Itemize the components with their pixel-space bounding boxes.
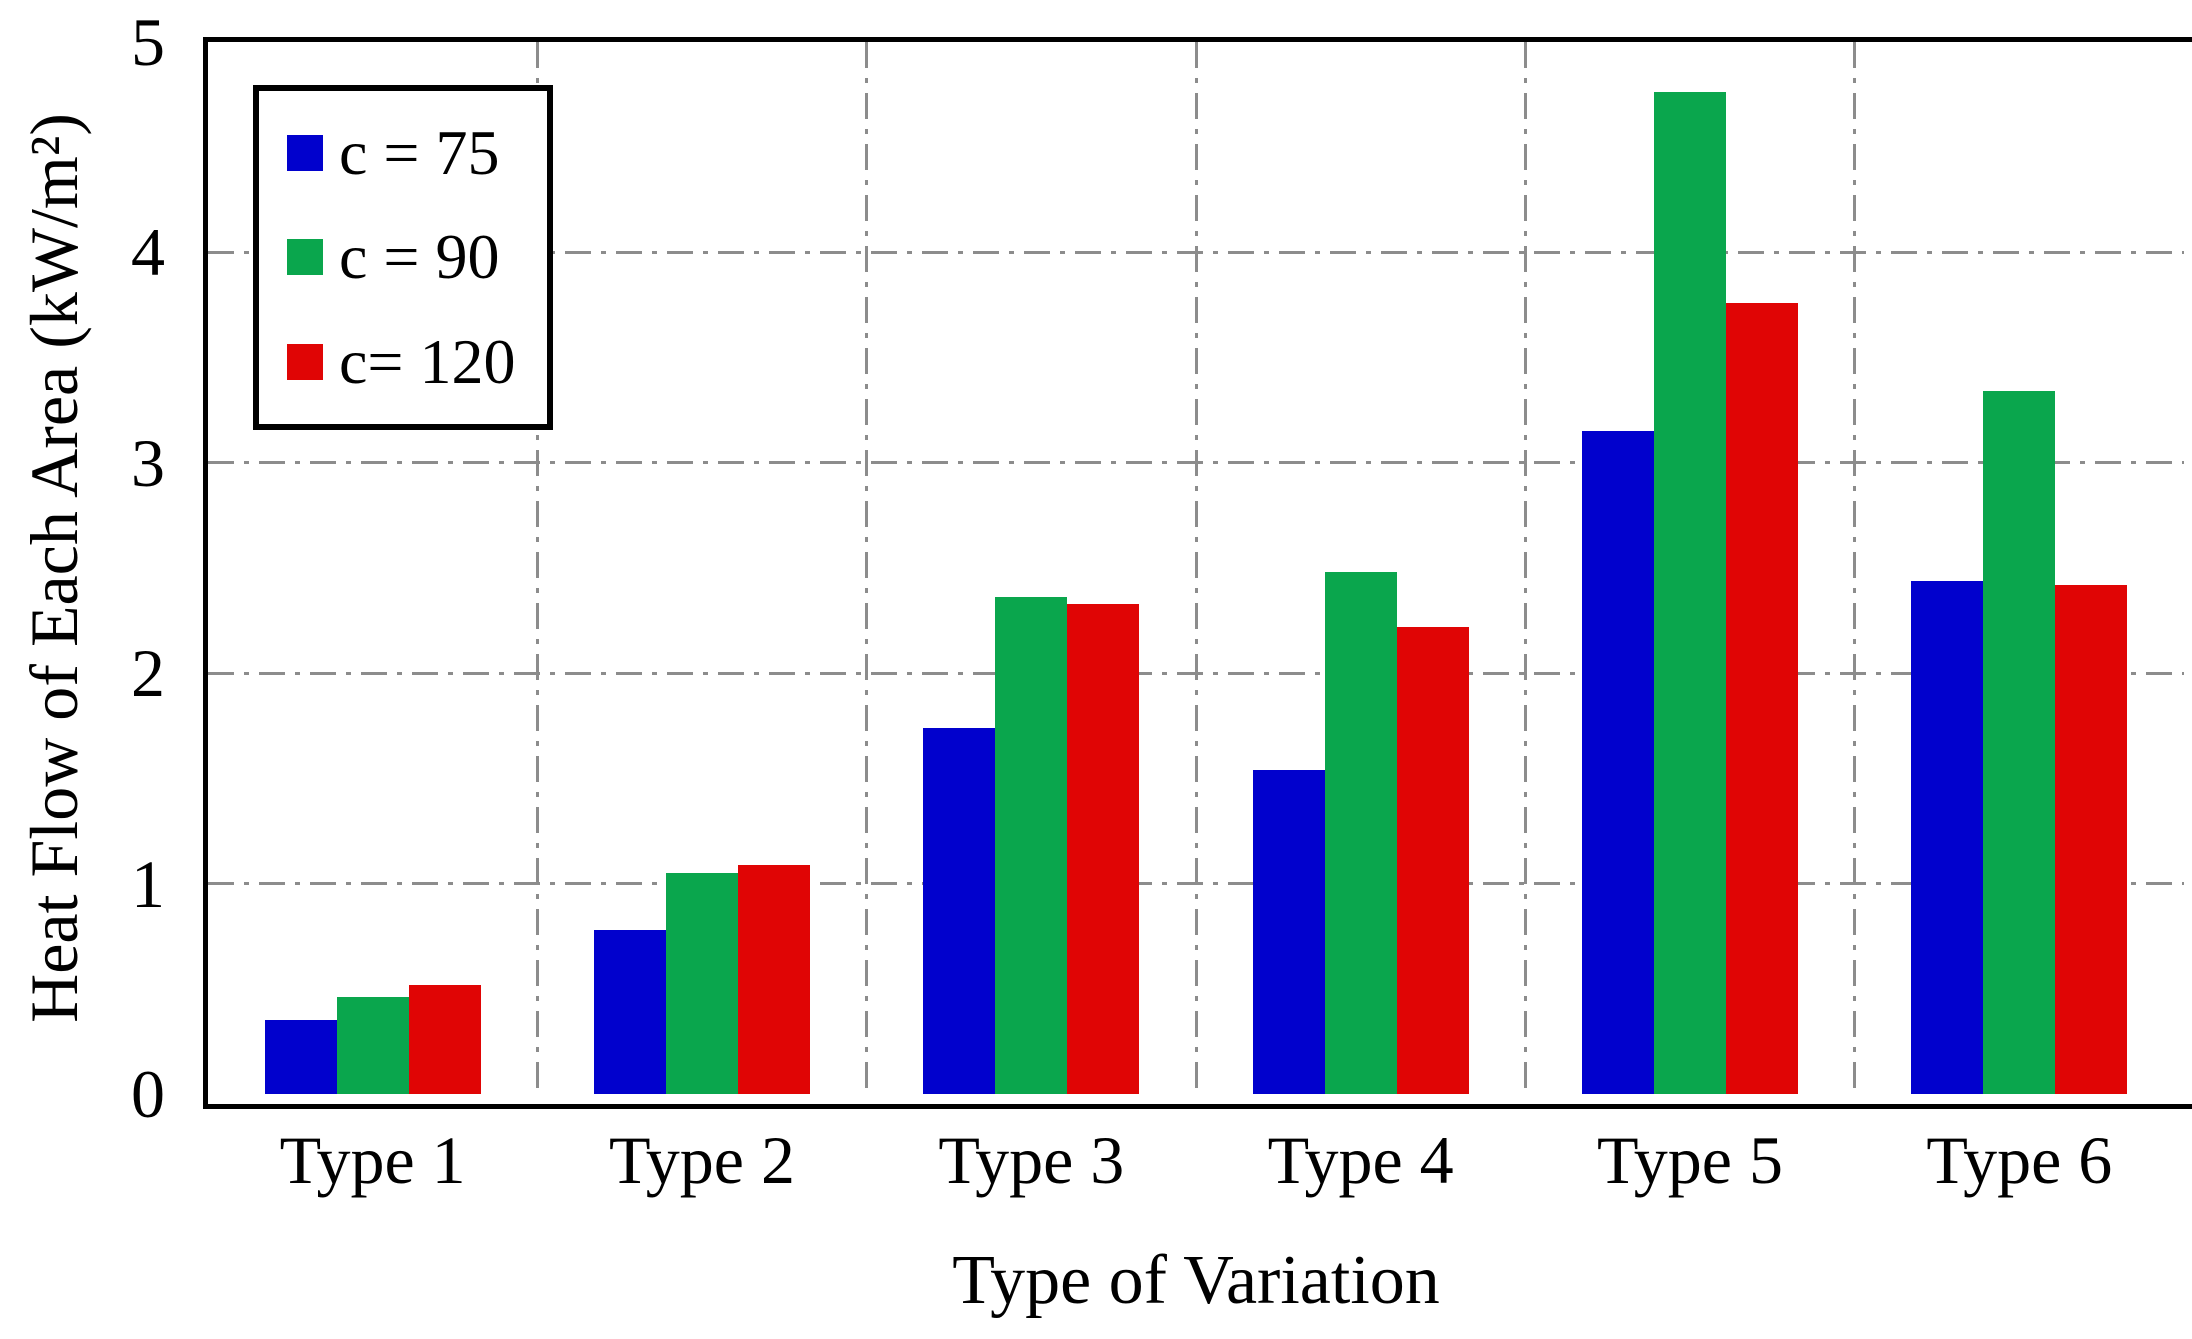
y-tick-label: 3 — [131, 424, 165, 501]
bar-type-4-series-1 — [1324, 572, 1397, 1094]
bar-type-3-series-0 — [923, 727, 996, 1094]
legend-entry: c = 90 — [287, 222, 547, 292]
legend-swatch-red-icon — [287, 343, 323, 380]
legend-swatch-blue-icon — [287, 135, 323, 172]
bar-type-6-series-2 — [2055, 584, 2128, 1094]
y-tick-label: 4 — [131, 214, 165, 291]
bar-type-2-series-0 — [594, 929, 666, 1094]
y-tick-label: 5 — [131, 4, 165, 80]
x-tick-label: Type 2 — [609, 1122, 795, 1198]
x-tick-label: Type 6 — [1926, 1122, 2113, 1198]
legend-label: c= 120 — [339, 325, 516, 397]
x-tick-label: Type 5 — [1597, 1122, 1783, 1198]
legend-entry: c = 75 — [287, 118, 547, 188]
bar-type-2-series-2 — [738, 864, 810, 1094]
gridline-vertical — [535, 42, 539, 1094]
x-axis-title: Type of Variation — [952, 1242, 1440, 1319]
y-tick-label: 2 — [131, 635, 165, 712]
bar-type-5-series-0 — [1582, 431, 1654, 1094]
legend: c = 75 c = 90 c= 120 — [253, 85, 553, 430]
bar-type-1-series-1 — [336, 997, 409, 1094]
bar-type-5-series-2 — [1726, 302, 1798, 1094]
bar-type-6-series-1 — [1983, 391, 2056, 1094]
bar-type-4-series-2 — [1396, 626, 1469, 1094]
y-tick-label: 0 — [131, 1056, 165, 1132]
bar-type-1-series-2 — [408, 984, 481, 1094]
legend-label: c = 90 — [339, 221, 500, 293]
y-tick-label: 1 — [131, 845, 165, 922]
gridline-vertical — [1194, 42, 1198, 1094]
plot-area — [203, 37, 2192, 1109]
bar-type-1-series-0 — [264, 1020, 337, 1094]
bar-type-3-series-1 — [995, 597, 1068, 1094]
bar-type-3-series-2 — [1067, 603, 1140, 1094]
gridline-vertical — [1853, 42, 1857, 1094]
x-tick-label: Type 4 — [1267, 1122, 1454, 1198]
gridline-vertical — [1523, 42, 1527, 1094]
gridline-vertical — [865, 42, 869, 1094]
x-tick-label: Type 3 — [938, 1122, 1125, 1198]
legend-label: c = 75 — [339, 117, 500, 189]
bar-type-6-series-0 — [1911, 580, 1984, 1094]
x-tick-label: Type 1 — [279, 1122, 466, 1198]
y-axis-title: Heat Flow of Each Area (kW/m²) — [16, 113, 92, 1023]
bar-type-5-series-1 — [1654, 92, 1726, 1094]
bar-type-2-series-1 — [666, 873, 738, 1094]
legend-entry: c= 120 — [287, 325, 547, 397]
bar-type-4-series-0 — [1252, 769, 1325, 1094]
legend-swatch-green-icon — [287, 239, 323, 276]
